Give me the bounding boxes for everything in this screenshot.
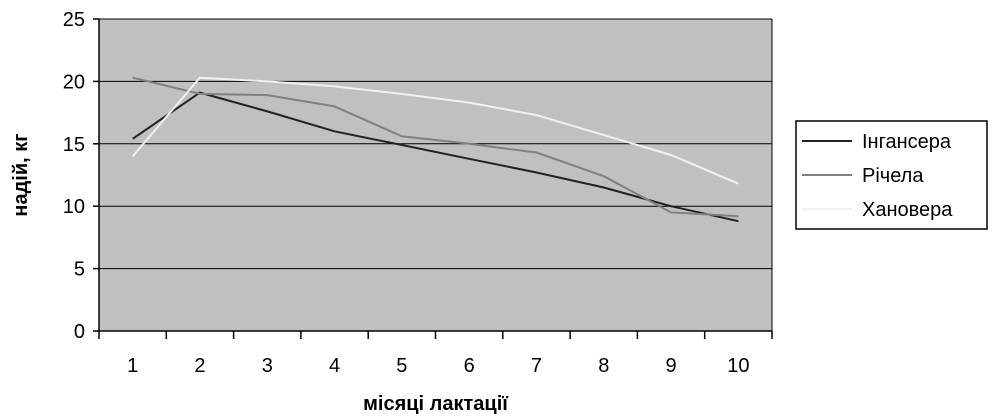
- y-tick-label: 15: [63, 134, 85, 156]
- plot-area: [99, 19, 772, 331]
- series-lines: [131, 76, 739, 223]
- legend-entry-label: Річела: [862, 165, 924, 187]
- legend-entry-label: Інгансера: [862, 131, 952, 153]
- x-tick-label: 2: [194, 355, 205, 377]
- y-tick-label: 5: [74, 259, 85, 281]
- x-tick-labels: 1 2 3 4 5 6 7 8 9 10: [98, 331, 773, 377]
- series-line: [132, 91, 739, 223]
- y-tick-label: 10: [63, 196, 85, 218]
- y-tick-labels: 0 5 10 15 20 25: [63, 9, 99, 343]
- series-line: [132, 76, 739, 218]
- series-line: [131, 76, 739, 185]
- y-axis-title: надій, кг: [10, 133, 32, 216]
- y-tick-label: 20: [63, 71, 85, 93]
- x-tick-label: 6: [464, 355, 475, 377]
- legend-entry-label: Хановера: [862, 199, 953, 221]
- x-tick-label: 5: [396, 355, 407, 377]
- y-tick-label: 0: [74, 321, 85, 343]
- y-tick-label: 25: [63, 9, 85, 31]
- legend: Інгансера Річела Хановера: [795, 120, 988, 230]
- x-tick-label: 4: [329, 355, 340, 377]
- x-tick-label: 3: [262, 355, 273, 377]
- x-tick-label: 9: [665, 355, 676, 377]
- x-tick-label: 1: [127, 355, 138, 377]
- x-tick-label: 10: [727, 355, 749, 377]
- x-tick-label: 8: [598, 355, 609, 377]
- x-tick-label: 7: [531, 355, 542, 377]
- x-axis-title: місяці лактації: [363, 393, 508, 415]
